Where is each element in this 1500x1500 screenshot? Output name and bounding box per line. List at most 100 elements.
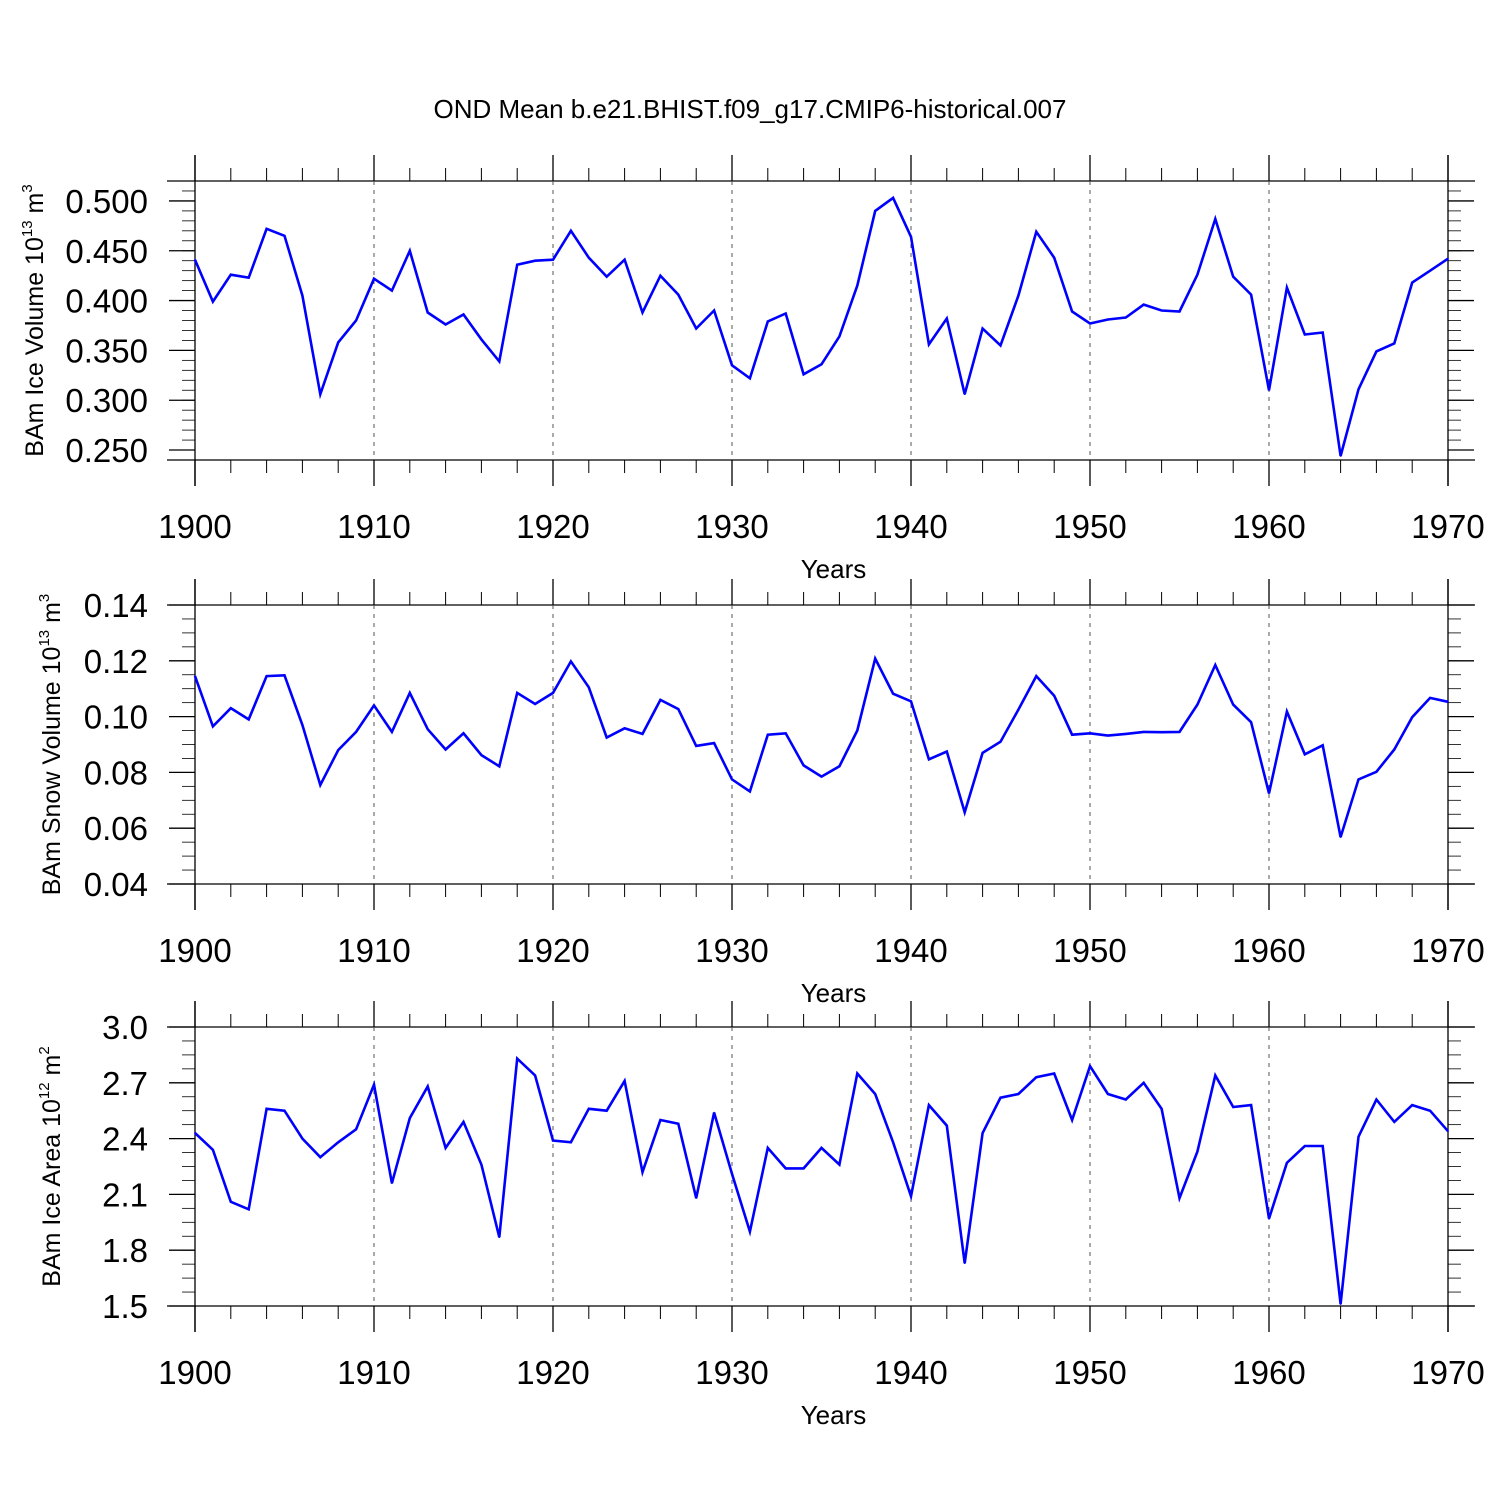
data-point: [1017, 1093, 1020, 1095]
data-point: [1268, 1217, 1270, 1220]
data-point: [1268, 389, 1270, 392]
data-point: [498, 360, 501, 363]
data-point: [1053, 256, 1055, 259]
y-tick-label: 3.0: [102, 1009, 148, 1046]
x-tick-label: 1920: [516, 932, 589, 969]
data-point: [820, 1147, 823, 1149]
data-point: [337, 341, 340, 344]
data-point: [856, 729, 859, 732]
x-tick-label: 1960: [1232, 1354, 1305, 1391]
data-point: [1304, 1145, 1306, 1147]
data-point: [570, 660, 572, 663]
x-tick-label: 1950: [1053, 932, 1126, 969]
x-tick-label: 1920: [516, 1354, 589, 1391]
data-point: [1375, 1098, 1378, 1101]
y-axis-label-unit-exponent: 2: [36, 1046, 53, 1054]
data-point: [802, 373, 805, 376]
data-point: [856, 284, 859, 287]
data-point: [999, 1096, 1002, 1099]
data-point: [337, 1141, 340, 1144]
data-point: [588, 686, 590, 689]
data-point: [230, 707, 232, 709]
data-point: [856, 1072, 859, 1075]
data-point: [373, 704, 375, 707]
data-point: [713, 309, 715, 312]
y-axis-label-unit-exponent: 3: [36, 594, 53, 602]
x-tick-label: 1930: [695, 508, 768, 545]
data-point: [623, 258, 626, 261]
data-point: [928, 343, 930, 346]
data-point: [1232, 275, 1234, 278]
x-tick-label: 1970: [1411, 1354, 1484, 1391]
data-point: [480, 338, 483, 341]
y-axis-label-unit-exponent: 3: [19, 184, 36, 192]
data-point: [1232, 1106, 1234, 1108]
x-tick-label: 1910: [337, 508, 410, 545]
data-point: [1339, 455, 1342, 457]
data-point: [1196, 273, 1199, 276]
data-point: [355, 731, 357, 733]
data-point: [695, 1197, 697, 1199]
x-axis-label: Years: [801, 1400, 867, 1430]
data-point: [1214, 1074, 1217, 1077]
data-point: [695, 745, 697, 747]
data-point: [570, 230, 572, 232]
data-point: [265, 675, 268, 677]
x-axis-label: Years: [801, 978, 867, 1008]
data-point: [552, 1139, 554, 1142]
data-point: [605, 275, 608, 278]
data-point: [677, 293, 680, 296]
data-point: [1250, 1104, 1252, 1106]
y-axis-label-text: BAm Ice Area 10: [38, 1099, 66, 1287]
data-point: [981, 1132, 984, 1134]
data-point: [802, 1167, 805, 1170]
data-point: [1321, 1145, 1324, 1147]
x-axis-label: Years: [801, 554, 867, 584]
data-point: [301, 294, 304, 297]
data-point: [283, 235, 286, 237]
data-point: [1447, 701, 1449, 703]
data-point: [301, 1137, 304, 1140]
data-point: [409, 692, 411, 694]
y-axis-label-unit: m: [21, 193, 49, 221]
y-axis-label: BAm Ice Volume 1013 m3: [19, 184, 49, 456]
data-point: [1429, 1109, 1431, 1112]
data-point: [838, 335, 841, 338]
data-point: [552, 258, 554, 261]
data-point: [1250, 721, 1252, 723]
data-point: [1429, 697, 1431, 699]
data-point: [230, 273, 232, 276]
data-point: [1232, 703, 1234, 706]
data-point: [1142, 303, 1145, 306]
data-point: [1286, 1162, 1288, 1164]
x-tick-label: 1970: [1411, 508, 1484, 545]
data-point: [1196, 1150, 1199, 1153]
data-point: [534, 703, 536, 705]
data-point: [373, 1083, 375, 1086]
data-point: [784, 312, 787, 315]
data-point: [946, 317, 948, 320]
data-point: [1178, 731, 1181, 733]
data-point: [963, 811, 966, 814]
data-point: [767, 1147, 769, 1149]
data-point: [784, 1167, 787, 1170]
y-tick-label: 0.14: [84, 587, 148, 624]
data-point: [784, 732, 787, 735]
data-point: [659, 1119, 662, 1121]
data-point: [605, 1109, 608, 1112]
data-point: [1393, 342, 1396, 345]
data-point: [820, 775, 823, 778]
x-tick-label: 1930: [695, 932, 768, 969]
data-point: [1375, 771, 1378, 773]
y-axis-label-text: BAm Ice Volume 10: [21, 237, 49, 457]
data-point: [212, 300, 214, 303]
data-point: [498, 765, 501, 768]
data-point: [892, 692, 894, 695]
data-point: [1196, 703, 1199, 706]
data-point: [247, 276, 250, 279]
data-point: [1429, 269, 1431, 272]
data-point: [534, 1074, 536, 1077]
x-tick-label: 1970: [1411, 932, 1484, 969]
y-tick-label: 0.08: [84, 754, 148, 791]
